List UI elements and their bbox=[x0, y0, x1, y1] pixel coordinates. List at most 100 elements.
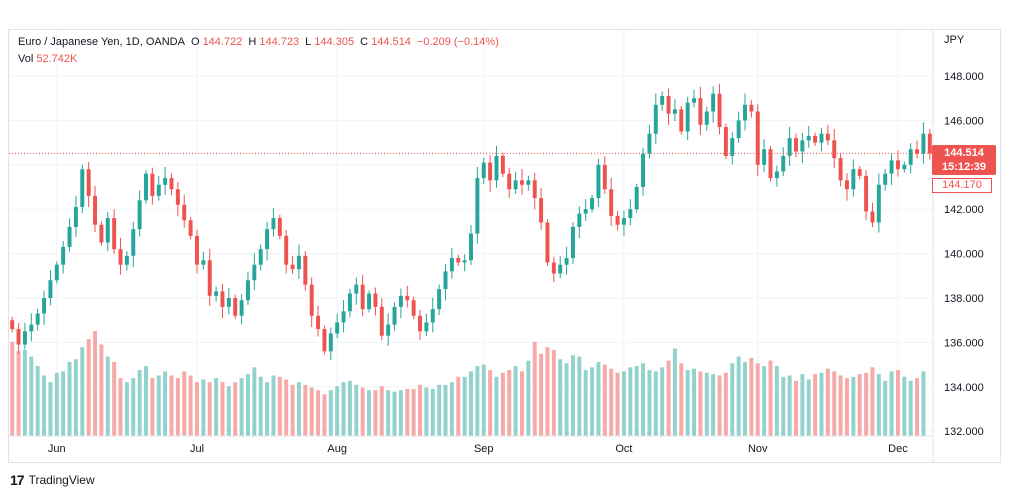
volume-bar bbox=[182, 371, 187, 436]
candle-body bbox=[902, 164, 907, 170]
candle-body bbox=[590, 198, 595, 210]
candle-body bbox=[857, 169, 862, 176]
time-axis[interactable]: Jun Jul Aug Sep Oct Nov Dec bbox=[9, 435, 933, 455]
candle-body bbox=[150, 173, 155, 196]
candle-body bbox=[628, 209, 633, 219]
candle-body bbox=[328, 333, 333, 352]
volume-bar bbox=[131, 378, 136, 436]
volume-bar bbox=[322, 394, 327, 436]
symbol-title[interactable]: Euro / Japanese Yen, 1D, OANDA bbox=[18, 36, 185, 48]
price-axis[interactable]: 148.000146.000144.000142.000140.000138.0… bbox=[932, 30, 984, 462]
volume-bar bbox=[475, 366, 480, 436]
time-axis-label: Sep bbox=[474, 443, 494, 455]
currency-label: JPY bbox=[944, 34, 965, 46]
candle-body bbox=[800, 140, 805, 152]
time-axis-label: Nov bbox=[748, 443, 768, 455]
candle-body bbox=[532, 180, 537, 199]
candle-body bbox=[666, 95, 671, 114]
volume-bar bbox=[870, 367, 875, 436]
volume-bar bbox=[526, 360, 531, 436]
volume-bar bbox=[513, 366, 518, 436]
volume-bar bbox=[692, 368, 697, 436]
candle-body bbox=[545, 222, 550, 263]
tradingview-logo-icon[interactable]: 17 bbox=[10, 472, 25, 488]
volume-bar bbox=[615, 372, 620, 436]
volume-bar bbox=[545, 347, 550, 436]
volume-bar bbox=[73, 359, 78, 436]
candle-body bbox=[290, 264, 295, 270]
volume-bar bbox=[813, 374, 818, 436]
candle-body bbox=[93, 195, 98, 225]
candle-body bbox=[781, 155, 786, 172]
candle-body bbox=[921, 133, 926, 154]
last-price-value: 144.514 bbox=[944, 147, 984, 159]
volume-bar bbox=[800, 374, 805, 436]
candle-body bbox=[22, 331, 27, 345]
candle-body bbox=[864, 175, 869, 212]
brand-name[interactable]: TradingView bbox=[28, 473, 95, 487]
volume-bar bbox=[258, 376, 263, 436]
volume-bar bbox=[672, 348, 677, 436]
volume-bar bbox=[214, 378, 219, 436]
candle-body bbox=[621, 218, 626, 225]
candle-body bbox=[475, 178, 480, 234]
candle-body bbox=[322, 329, 327, 352]
change-value: −0.209 (−0.14%) bbox=[416, 36, 499, 48]
candle-body bbox=[214, 291, 219, 296]
volume-bar bbox=[156, 375, 161, 436]
candle-body bbox=[175, 189, 180, 205]
volume-bar bbox=[86, 339, 91, 436]
candle-body bbox=[889, 160, 894, 174]
volume-bar bbox=[488, 370, 493, 436]
volume-bar bbox=[462, 376, 467, 436]
candles bbox=[10, 83, 932, 360]
volume-bar bbox=[717, 375, 722, 436]
volume-bar bbox=[590, 367, 595, 436]
candle-body bbox=[201, 260, 206, 265]
price-axis-label: 140.000 bbox=[944, 249, 984, 261]
ohlc-legend: Euro / Japanese Yen, 1D, OANDA O 144.722 … bbox=[18, 36, 502, 48]
volume-bar bbox=[61, 371, 66, 436]
candle-body bbox=[182, 204, 187, 221]
volume-bar bbox=[787, 375, 792, 436]
volume-bar bbox=[889, 371, 894, 436]
volume-bar bbox=[163, 371, 168, 436]
volume-bar bbox=[520, 371, 524, 436]
volume-bar bbox=[405, 388, 410, 436]
price-axis-label: 142.000 bbox=[944, 204, 984, 216]
price-axis-label: 136.000 bbox=[944, 337, 984, 349]
candle-body bbox=[615, 215, 620, 225]
time-axis-label: Jun bbox=[48, 443, 66, 455]
candle-body bbox=[749, 104, 754, 112]
volume-bar bbox=[577, 356, 582, 436]
volume-bar bbox=[583, 370, 588, 436]
volume-bar bbox=[201, 379, 206, 436]
candle-body bbox=[755, 111, 760, 165]
candle-body bbox=[347, 293, 352, 312]
volume-bar bbox=[781, 376, 786, 436]
volume-bar bbox=[653, 371, 658, 436]
candle-body bbox=[367, 293, 372, 310]
candle-body bbox=[10, 320, 15, 330]
candle-body bbox=[86, 169, 91, 196]
candle-body bbox=[424, 322, 429, 332]
candle-body bbox=[730, 138, 735, 156]
volume-bar bbox=[762, 366, 767, 436]
volume-bar bbox=[749, 357, 754, 436]
volume-bar bbox=[341, 382, 346, 436]
candle-body bbox=[469, 233, 473, 261]
candle-body bbox=[118, 249, 123, 265]
candle-body bbox=[838, 158, 843, 181]
candle-body bbox=[883, 173, 888, 185]
footer: 17 TradingView bbox=[10, 472, 95, 488]
volume-bar bbox=[602, 364, 607, 436]
volume-bar bbox=[666, 360, 671, 436]
high-value: 144.723 bbox=[259, 36, 300, 48]
grid-lines bbox=[9, 30, 933, 436]
candle-body bbox=[418, 315, 422, 332]
high-label: H bbox=[248, 36, 257, 48]
volume-bar bbox=[367, 390, 372, 436]
prev-close-tag: 144.170 bbox=[932, 178, 992, 193]
candle-body bbox=[169, 178, 174, 190]
